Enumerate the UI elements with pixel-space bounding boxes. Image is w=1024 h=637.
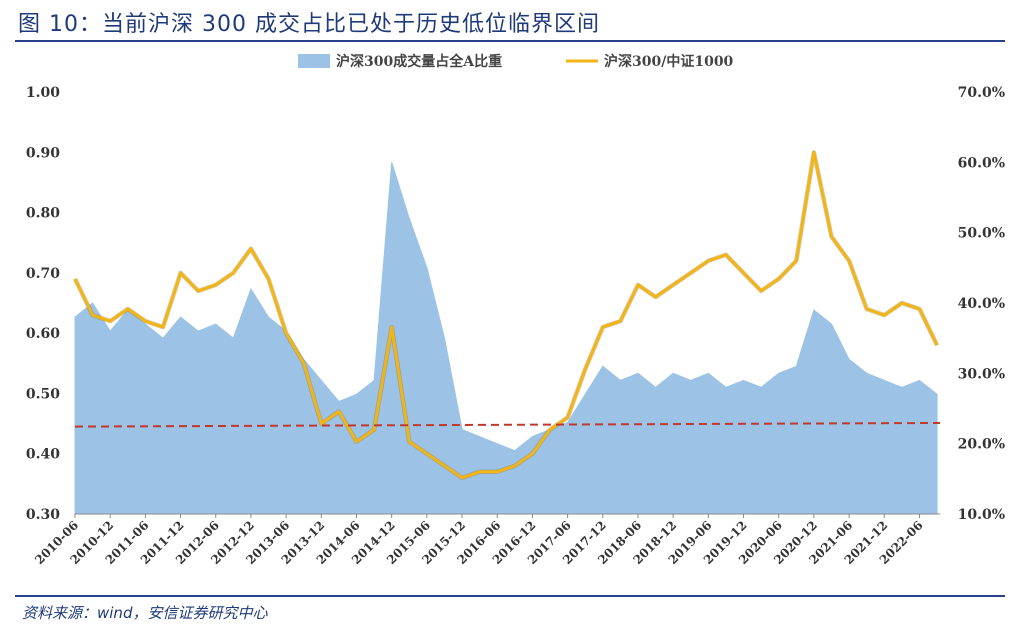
threshold-line — [74, 421, 941, 428]
right-tick-label: 60.0% — [958, 155, 1005, 171]
left-tick-label: 0.80 — [26, 206, 60, 222]
line-series — [73, 150, 939, 480]
left-tick-label: 0.60 — [26, 326, 60, 342]
legend-label-area: 沪深300成交量占全A比重 — [336, 53, 502, 70]
left-tick-label: 0.90 — [26, 145, 60, 161]
x-axis: 2010-062010-122011-062011-122012-062012-… — [32, 513, 940, 567]
right-tick-label: 10.0% — [958, 507, 1005, 523]
legend-label-line: 沪深300/中证1000 — [604, 53, 734, 70]
right-tick-label: 40.0% — [958, 296, 1005, 312]
right-tick-label: 30.0% — [958, 366, 1005, 382]
legend: 沪深300成交量占全A比重 沪深300/中证1000 — [298, 53, 734, 70]
left-tick-label: 0.70 — [26, 266, 60, 282]
right-tick-label: 70.0% — [958, 85, 1005, 101]
page-title: 图 10：当前沪深 300 成交占比已处于历史低位临界区间 — [18, 12, 600, 37]
left-tick-label: 0.50 — [26, 386, 60, 402]
left-axis: 0.30 0.40 0.50 0.60 0.70 0.80 0.90 1.00 — [26, 85, 60, 523]
right-axis: 10.0% 20.0% 30.0% 40.0% 50.0% 60.0% 70.0% — [958, 85, 1005, 523]
left-tick-label: 0.30 — [26, 507, 60, 523]
threshold-layer — [74, 421, 941, 428]
left-tick-label: 0.40 — [26, 447, 60, 463]
left-tick-label: 1.00 — [26, 85, 60, 101]
right-tick-label: 20.0% — [958, 437, 1005, 453]
area-series — [74, 162, 938, 515]
bottom-rule — [15, 595, 1005, 597]
legend-swatch-area — [298, 54, 330, 68]
area-layer — [74, 162, 938, 515]
source-note: 资料来源：wind，安信证券研究中心 — [22, 604, 268, 622]
top-rule — [15, 40, 1005, 42]
right-tick-label: 50.0% — [958, 226, 1005, 242]
line-layer — [72, 150, 940, 481]
